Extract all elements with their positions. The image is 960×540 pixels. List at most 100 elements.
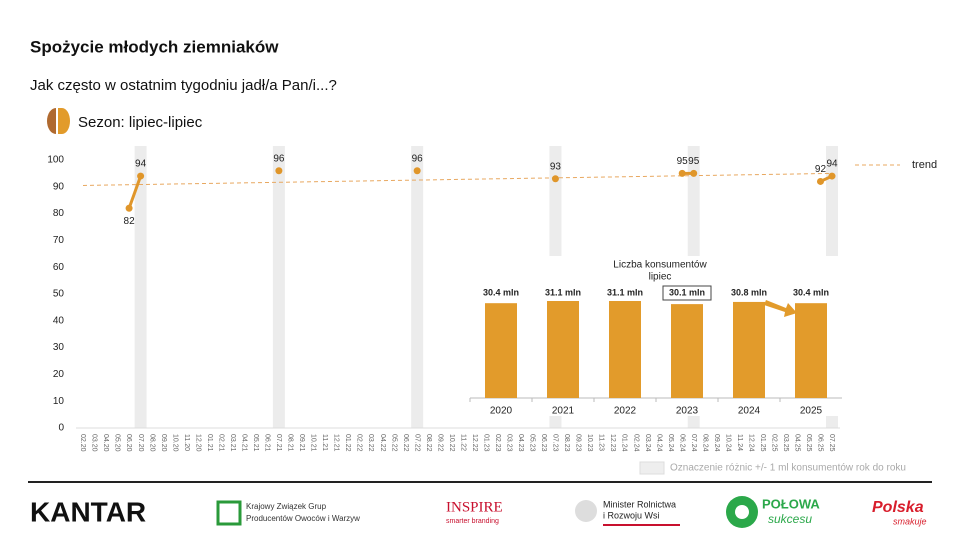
x-tick-label: 01.21 (206, 434, 213, 452)
legend-label: Sezon: lipiec-lipiec (78, 114, 203, 131)
x-tick-label: 04.20 (102, 434, 109, 452)
x-tick-label: 07.25 (828, 434, 835, 452)
x-tick-label: 10.20 (171, 434, 178, 452)
x-tick-label: 03.20 (91, 434, 98, 452)
x-tick-label: 08.20 (148, 434, 155, 452)
x-tick-label: 04.24 (655, 434, 662, 452)
x-tick-label: 04.25 (794, 434, 801, 452)
data-label: 96 (273, 153, 285, 164)
logo-inspire: INSPIRE (446, 499, 503, 515)
y-tick-label: 70 (53, 235, 65, 246)
x-tick-label: 07.24 (690, 434, 697, 452)
y-tick-label: 0 (58, 423, 64, 434)
x-tick-label: 05.21 (252, 434, 259, 452)
x-tick-label: 01.24 (621, 434, 628, 452)
x-tick-label: 2023 (676, 406, 699, 417)
x-tick-label: 11.21 (321, 434, 328, 451)
x-tick-label: 04.22 (379, 434, 386, 452)
logo-polowa-icon (735, 505, 749, 519)
x-tick-label: 02.24 (632, 434, 639, 452)
x-tick-label: 06.22 (402, 434, 409, 452)
inset-title: Liczba konsumentów (613, 260, 707, 271)
x-tick-label: 10.21 (310, 434, 317, 452)
trend-line (82, 172, 833, 186)
y-tick-label: 80 (53, 208, 65, 219)
logo-kzg: Producentów Owoców i Warzyw (246, 514, 360, 523)
x-tick-label: 2025 (800, 406, 823, 417)
x-tick-label: 10.22 (448, 434, 455, 452)
x-tick-label: 01.22 (344, 434, 351, 452)
x-tick-label: 09.24 (713, 434, 720, 452)
point (275, 167, 283, 175)
y-tick-label: 40 (53, 315, 65, 326)
x-tick-label: 08.23 (563, 434, 570, 452)
x-tick-label: 11.24 (736, 434, 743, 451)
logo-kantar: KANTAR (30, 496, 146, 527)
subtitle: Jak często w ostatnim tygodniu jadł/a Pa… (30, 77, 337, 94)
y-tick-label: 20 (53, 369, 65, 380)
highlight-legend-label: Oznaczenie różnic +/- 1 ml konsumentów r… (670, 463, 906, 474)
x-tick-label: 07.22 (413, 434, 420, 452)
x-tick-label: 2021 (552, 406, 575, 417)
bar-label: 31.1 mln (545, 287, 581, 297)
x-tick-label: 2020 (490, 406, 513, 417)
bar (609, 301, 641, 398)
x-tick-label: 10.24 (724, 434, 731, 452)
data-label: 92 (815, 164, 827, 175)
x-tick-label: 06.21 (264, 434, 271, 452)
highlight-band (272, 146, 285, 428)
x-tick-label: 12.21 (333, 434, 340, 452)
point (413, 167, 421, 175)
data-label: 82 (124, 216, 136, 227)
x-tick-label: 03.23 (506, 434, 513, 452)
point (551, 175, 559, 183)
point (678, 169, 686, 177)
x-tick-label: 06.25 (817, 434, 824, 452)
y-tick-label: 90 (53, 181, 65, 192)
title: Spożycie młodych ziemniaków (30, 37, 279, 56)
logo-polowa: POŁOWA (762, 496, 820, 511)
logo-kzg-icon (216, 500, 242, 526)
bar-label: 30.1 mln (669, 287, 705, 297)
x-tick-label: 10.23 (586, 434, 593, 452)
x-tick-label: 2022 (614, 406, 637, 417)
data-label: 96 (412, 153, 424, 164)
y-tick-label: 100 (47, 155, 64, 166)
data-label: 94 (826, 159, 838, 170)
x-tick-label: 09.22 (436, 434, 443, 452)
point (125, 204, 133, 212)
x-tick-label: 2024 (738, 406, 761, 417)
label-box (662, 285, 712, 301)
x-tick-label: 12.22 (471, 434, 478, 452)
x-tick-label: 08.22 (425, 434, 432, 452)
highlight-band (134, 146, 147, 428)
point (816, 177, 824, 185)
x-tick-label: 05.25 (805, 434, 812, 452)
x-tick-label: 03.21 (229, 434, 236, 452)
data-label: 95 (677, 156, 689, 167)
data-label: 93 (550, 161, 562, 172)
logo-sukcesu: sukcesu (768, 512, 812, 526)
y-tick-label: 50 (53, 289, 65, 300)
inset-bg (470, 256, 844, 416)
line (127, 175, 143, 209)
y-tick-label: 30 (53, 342, 65, 353)
x-tick-label: 06.24 (678, 434, 685, 452)
logo-kzg: Krajowy Związek Grup (246, 502, 327, 511)
x-tick-label: 01.23 (482, 434, 489, 452)
season-icon (47, 108, 70, 134)
bar (485, 303, 517, 398)
x-tick-label: 06.23 (540, 434, 547, 452)
x-tick-label: 12.24 (747, 434, 754, 452)
x-tick-label: 12.20 (194, 434, 201, 452)
x-tick-label: 04.21 (240, 434, 247, 452)
bar (671, 304, 703, 398)
bar (733, 301, 765, 398)
x-tick-label: 11.22 (459, 434, 466, 451)
x-tick-label: 03.22 (367, 434, 374, 452)
logo-minister: i Rozwoju Wsi (603, 510, 660, 520)
data-label: 95 (688, 156, 700, 167)
x-tick-label: 03.25 (782, 434, 789, 452)
x-tick-label: 02.23 (494, 434, 501, 452)
y-tick-label: 10 (53, 396, 65, 407)
